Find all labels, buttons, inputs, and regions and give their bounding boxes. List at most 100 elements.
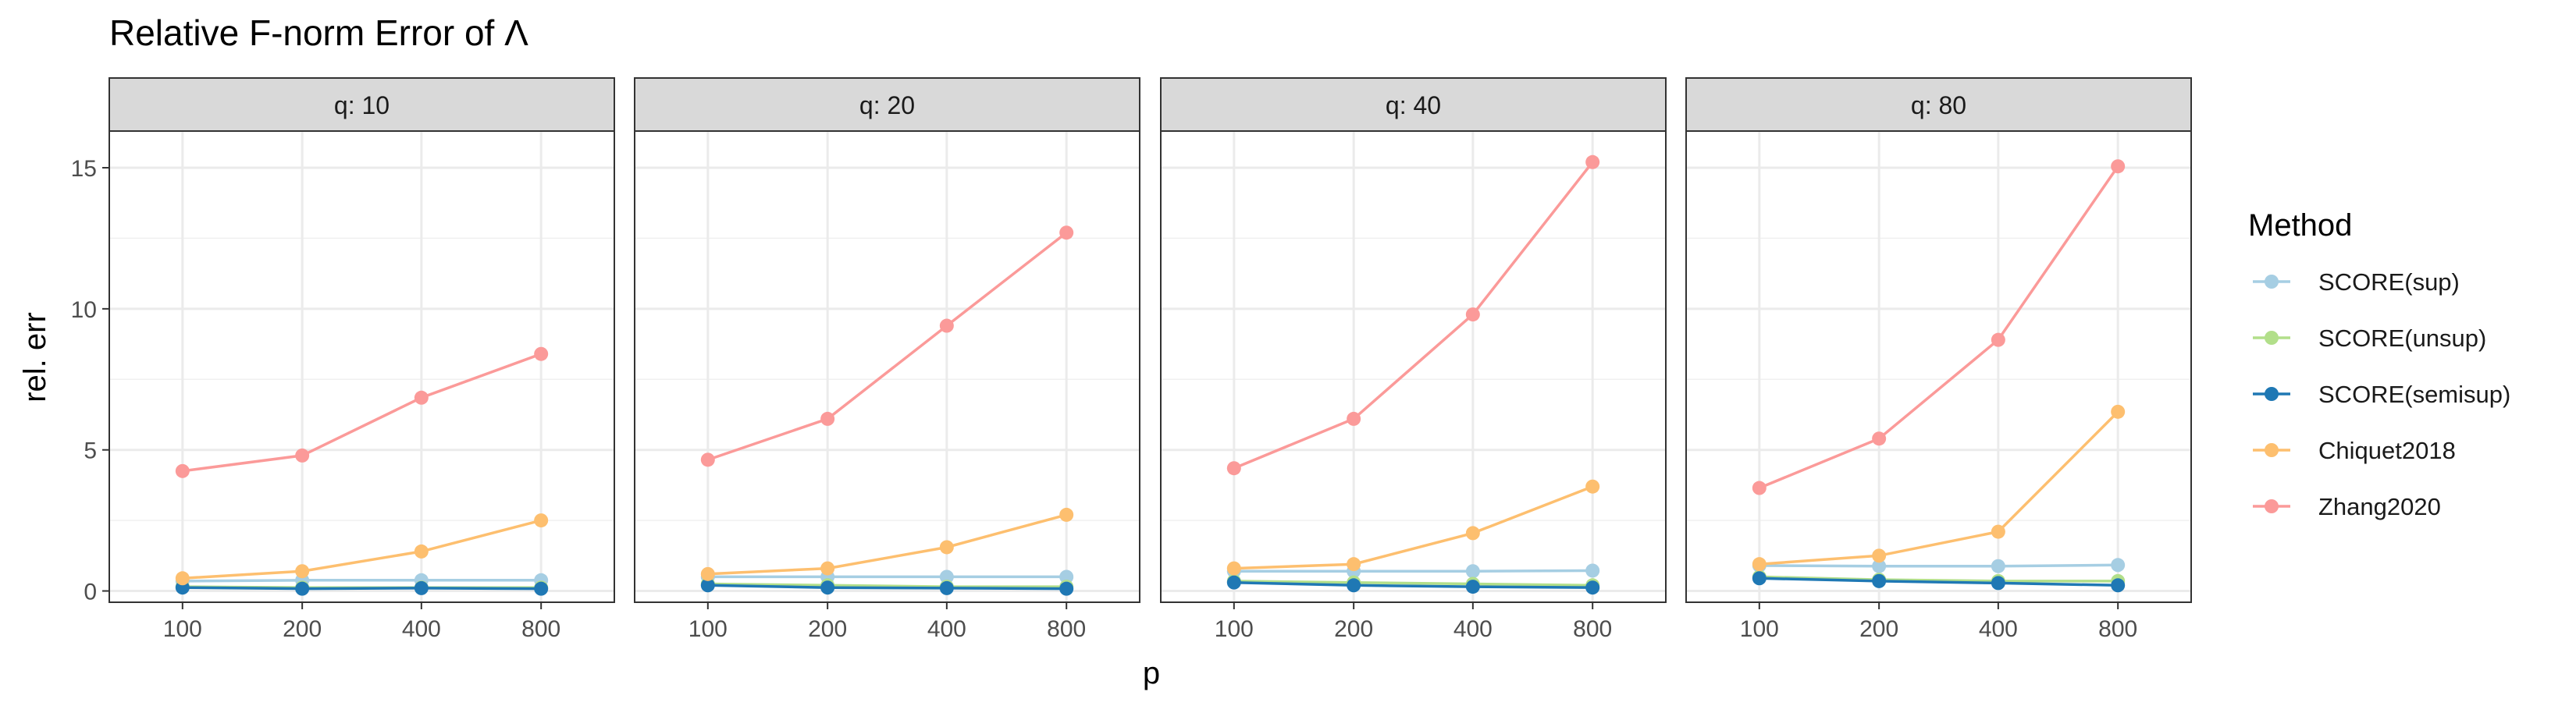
facet-panel: q: 80 100 200 400 800	[1685, 77, 2192, 642]
data-point	[1465, 307, 1480, 322]
x-tick-label: 100	[1215, 616, 1254, 642]
data-point	[295, 564, 310, 579]
panel-border	[1160, 130, 1667, 603]
series-line	[1233, 485, 1593, 570]
legend-item: Chiquet2018	[2253, 437, 2456, 464]
facet-strip-label: q: 10	[334, 91, 390, 119]
x-tick-label: 400	[402, 616, 441, 642]
x-tick-label: 400	[1979, 616, 2018, 642]
legend-title: Method	[2248, 208, 2352, 243]
data-point	[2111, 558, 2126, 573]
x-tick-label: 800	[521, 616, 560, 642]
x-tick-label: 400	[927, 616, 966, 642]
facet-panel: q: 20 100 200 400 800	[634, 77, 1140, 642]
plot-panel	[635, 131, 1140, 602]
y-tick-label: 15	[71, 156, 97, 182]
y-tick-label: 10	[71, 297, 97, 323]
data-point	[1991, 576, 2005, 591]
data-point	[1872, 559, 1887, 573]
legend-key-point	[2265, 443, 2279, 457]
x-tick-label: 100	[1740, 616, 1779, 642]
facet-strip	[1685, 77, 2192, 132]
data-point	[939, 318, 954, 333]
data-point	[1991, 559, 2005, 573]
data-point	[2111, 578, 2126, 593]
data-point	[534, 346, 549, 361]
data-point	[939, 540, 954, 555]
legend-label: SCORE(unsup)	[2318, 325, 2486, 352]
series-line	[1759, 410, 2119, 566]
data-point	[1347, 578, 1361, 593]
series-line	[1759, 165, 2119, 490]
facet-strip-label: q: 40	[1386, 91, 1441, 119]
plot-panel	[1686, 131, 2191, 602]
chart-title: Relative F-norm Error of Λ	[109, 12, 528, 53]
series-line	[707, 231, 1068, 462]
data-point	[939, 569, 954, 584]
data-point	[295, 581, 310, 596]
y-tick-label: 0	[84, 580, 97, 605]
data-point	[820, 411, 835, 426]
series-line	[1233, 580, 1593, 587]
legend-label: Zhang2020	[2318, 493, 2441, 520]
data-point	[414, 390, 429, 405]
series-line	[182, 586, 542, 591]
data-point	[414, 580, 429, 595]
data-point	[175, 571, 190, 586]
panel-border	[634, 130, 1140, 603]
data-point	[1872, 573, 1887, 588]
data-point	[1585, 580, 1600, 595]
x-tick-label: 200	[808, 616, 847, 642]
data-point	[1226, 575, 1241, 590]
data-point	[939, 580, 954, 595]
data-point	[1585, 563, 1600, 578]
y-axis-title: rel. err	[18, 312, 52, 403]
data-point	[1872, 548, 1887, 563]
facet-strip	[109, 77, 615, 132]
data-point	[1872, 431, 1887, 446]
data-point	[295, 448, 310, 463]
series-line	[1233, 569, 1593, 573]
x-tick-label: 200	[283, 616, 322, 642]
data-point	[2111, 159, 2126, 174]
data-point	[2111, 404, 2126, 419]
x-tick-label: 800	[2098, 616, 2137, 642]
data-point	[1991, 524, 2005, 539]
legend-key-point	[2265, 499, 2279, 513]
series-line	[1233, 580, 1593, 589]
data-point	[1059, 507, 1074, 522]
data-point	[1752, 481, 1767, 495]
series-line	[1759, 563, 2119, 568]
data-point	[700, 452, 715, 467]
data-point	[1465, 526, 1480, 541]
x-tick-label: 800	[1047, 616, 1086, 642]
legend-key-point	[2265, 387, 2279, 401]
data-point	[1347, 557, 1361, 572]
data-point	[1465, 580, 1480, 594]
data-point	[414, 544, 429, 559]
data-point	[175, 463, 190, 478]
data-point	[1059, 581, 1074, 596]
legend-item: Zhang2020	[2253, 493, 2441, 520]
x-tick-label: 200	[1859, 616, 1898, 642]
data-point	[1059, 569, 1074, 584]
series-line	[707, 582, 1067, 588]
plot-panel	[109, 131, 614, 602]
data-point	[1059, 225, 1074, 240]
panel-border	[109, 130, 615, 603]
data-point	[700, 566, 715, 581]
series-line	[182, 353, 542, 473]
data-point	[534, 581, 549, 596]
legend-item: SCORE(semisup)	[2253, 381, 2510, 408]
data-point	[534, 513, 549, 528]
data-point	[820, 580, 835, 595]
x-tick-label: 200	[1334, 616, 1373, 642]
data-point	[1752, 571, 1767, 586]
facet-strip-label: q: 80	[1911, 91, 1966, 119]
x-axis-title: p	[1143, 656, 1160, 690]
y-tick-label: 5	[84, 438, 97, 464]
x-tick-label: 100	[688, 616, 728, 642]
facet-panels: q: 10 100 200 400 800 0 5 10 15 q: 20 100 200 400 800…	[71, 77, 2192, 642]
